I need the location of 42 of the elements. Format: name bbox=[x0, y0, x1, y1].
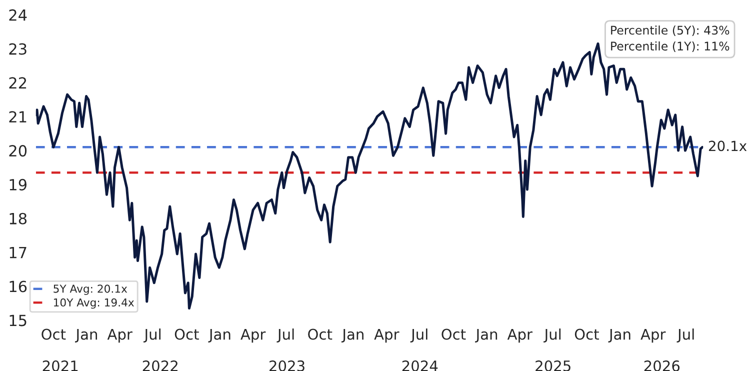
x2-tick-label: 2024 bbox=[402, 360, 438, 371]
y-tick-label: 21 bbox=[9, 111, 26, 122]
x-tick-label: Jan bbox=[75, 328, 98, 343]
annotation: Percentile (5Y): 43% bbox=[611, 26, 730, 36]
annotation: 20.1x bbox=[708, 140, 747, 152]
x-tick-label: Jul bbox=[676, 328, 694, 343]
x-tick-label: Oct bbox=[442, 328, 466, 340]
x-tick-label: Jul bbox=[410, 328, 428, 343]
x-tick-label: Oct bbox=[42, 328, 66, 340]
x-tick-label: Jan bbox=[341, 328, 364, 343]
y-tick-label: 20 bbox=[9, 145, 27, 157]
y-tick-label: 19 bbox=[10, 178, 26, 190]
x-tick-label: Apr bbox=[507, 328, 533, 343]
x2-tick-label: 2023 bbox=[270, 360, 304, 371]
x-tick-label: Jan bbox=[475, 328, 498, 343]
y-tick-label: 18 bbox=[10, 212, 27, 224]
annotation: Percentile (1Y): 11% bbox=[611, 41, 730, 52]
x-tick-label: Oct bbox=[574, 328, 599, 340]
y-tick-label: 15 bbox=[10, 314, 26, 326]
line-series bbox=[36, 42, 704, 310]
x-tick-label: Apr bbox=[107, 328, 132, 343]
x-tick-label: Jul bbox=[144, 328, 160, 343]
x-tick-label: Apr bbox=[240, 328, 266, 343]
x-tick-label: Jan bbox=[208, 328, 230, 343]
x2-tick-label: 2025 bbox=[536, 360, 570, 371]
x-tick-label: Oct bbox=[308, 328, 332, 340]
y-tick-label: 23 bbox=[9, 43, 26, 55]
x-tick-label: Apr bbox=[374, 328, 400, 343]
x2-tick-label: 2022 bbox=[142, 360, 178, 371]
x-tick-label: Jan bbox=[608, 328, 630, 343]
x-tick-label: Jul bbox=[544, 328, 561, 343]
y-tick-label: 17 bbox=[10, 246, 26, 258]
x2-tick-label: 2021 bbox=[42, 360, 78, 371]
x2-tick-label: 2026 bbox=[644, 360, 680, 371]
y-tick-label: 24 bbox=[9, 9, 27, 21]
y-tick-label: 16 bbox=[10, 280, 27, 292]
x-tick-label: Oct bbox=[174, 328, 199, 340]
x-tick-label: Apr bbox=[640, 328, 666, 343]
legend-label: 10Y Avg: 19.4x bbox=[54, 298, 134, 309]
y-tick-label: 22 bbox=[9, 77, 26, 88]
x-tick-label: Jul bbox=[276, 328, 294, 343]
legend-label: 5Y Avg: 20.1x bbox=[54, 284, 128, 295]
